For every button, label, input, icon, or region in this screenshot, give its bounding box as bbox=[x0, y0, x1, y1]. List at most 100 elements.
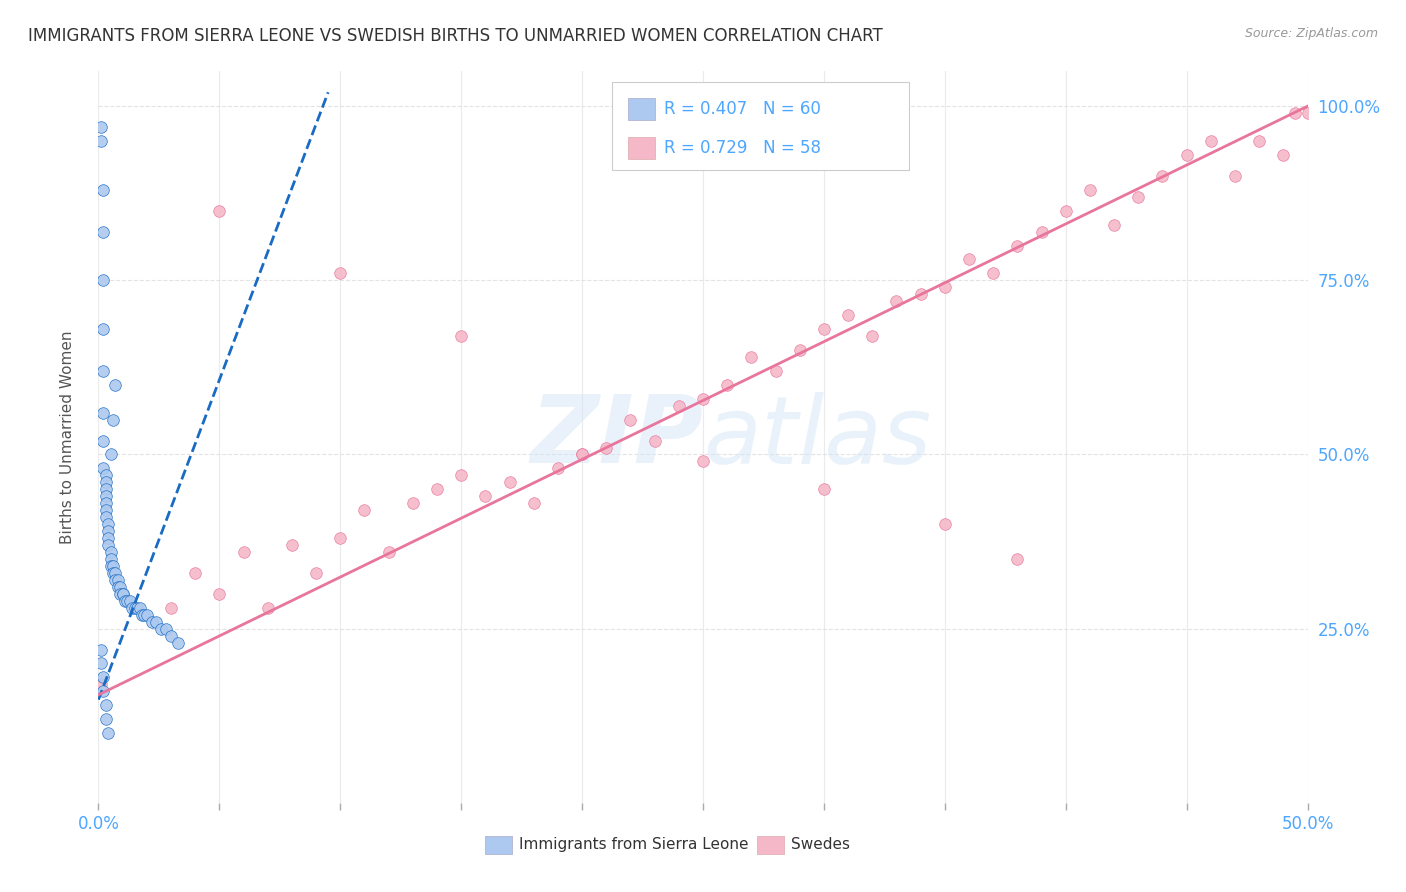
Point bbox=[1152, 169, 1174, 183]
Point bbox=[91, 670, 114, 684]
Point bbox=[107, 573, 129, 587]
Point bbox=[94, 698, 117, 713]
Point bbox=[208, 587, 231, 601]
Point bbox=[1223, 169, 1246, 183]
Point bbox=[104, 573, 127, 587]
FancyBboxPatch shape bbox=[613, 82, 908, 170]
Point bbox=[101, 558, 124, 573]
Point bbox=[716, 377, 738, 392]
Point bbox=[134, 607, 156, 622]
Point bbox=[1007, 238, 1029, 252]
Point bbox=[91, 364, 114, 378]
Point bbox=[498, 475, 520, 490]
Point bbox=[377, 545, 399, 559]
Text: Swedes: Swedes bbox=[792, 837, 851, 852]
Point bbox=[108, 580, 131, 594]
Point bbox=[91, 434, 114, 448]
Point bbox=[160, 629, 183, 643]
Point bbox=[131, 607, 153, 622]
Point bbox=[128, 600, 150, 615]
Point bbox=[111, 587, 134, 601]
Point bbox=[1175, 148, 1198, 162]
Point bbox=[94, 489, 117, 503]
Point bbox=[668, 399, 690, 413]
Point bbox=[1102, 218, 1125, 232]
Point bbox=[813, 322, 835, 336]
Point bbox=[97, 517, 120, 532]
Point bbox=[94, 712, 117, 726]
Point bbox=[305, 566, 328, 580]
Point bbox=[91, 183, 114, 197]
Point bbox=[97, 726, 120, 740]
Point bbox=[90, 657, 112, 671]
Point bbox=[1199, 134, 1222, 148]
Point bbox=[571, 448, 593, 462]
Point bbox=[150, 622, 173, 636]
Point bbox=[100, 545, 122, 559]
Point bbox=[91, 406, 114, 420]
Point bbox=[595, 441, 617, 455]
Point bbox=[155, 622, 177, 636]
Point bbox=[450, 468, 472, 483]
Point bbox=[94, 496, 117, 510]
Point bbox=[111, 587, 134, 601]
Point bbox=[104, 377, 127, 392]
Point bbox=[101, 412, 124, 426]
Point bbox=[94, 468, 117, 483]
Text: Immigrants from Sierra Leone: Immigrants from Sierra Leone bbox=[519, 837, 749, 852]
Point bbox=[1031, 225, 1053, 239]
Point bbox=[740, 350, 762, 364]
Bar bbox=[628, 137, 655, 159]
Point bbox=[692, 454, 714, 468]
Point bbox=[127, 600, 149, 615]
Point bbox=[91, 273, 114, 287]
Point bbox=[184, 566, 207, 580]
Point bbox=[1054, 203, 1077, 218]
Point bbox=[813, 483, 835, 497]
Point bbox=[644, 434, 666, 448]
Point bbox=[353, 503, 375, 517]
Point bbox=[121, 600, 143, 615]
Point bbox=[1284, 106, 1306, 120]
Point bbox=[910, 287, 932, 301]
Point bbox=[135, 607, 157, 622]
Point bbox=[232, 545, 254, 559]
Point bbox=[957, 252, 980, 267]
Point bbox=[167, 635, 190, 649]
Point bbox=[789, 343, 811, 357]
Point bbox=[97, 524, 120, 538]
Point bbox=[91, 461, 114, 475]
Point bbox=[426, 483, 449, 497]
Point bbox=[837, 308, 859, 322]
Point bbox=[97, 531, 120, 545]
Text: atlas: atlas bbox=[703, 392, 931, 483]
Point bbox=[141, 615, 163, 629]
Point bbox=[934, 280, 956, 294]
Point bbox=[547, 461, 569, 475]
Point bbox=[91, 225, 114, 239]
Text: IMMIGRANTS FROM SIERRA LEONE VS SWEDISH BIRTHS TO UNMARRIED WOMEN CORRELATION CH: IMMIGRANTS FROM SIERRA LEONE VS SWEDISH … bbox=[28, 27, 883, 45]
Bar bbox=[758, 836, 785, 854]
Point bbox=[101, 566, 124, 580]
Point bbox=[692, 392, 714, 406]
Point bbox=[402, 496, 425, 510]
Point bbox=[118, 594, 141, 608]
Point bbox=[90, 120, 112, 134]
Point bbox=[450, 329, 472, 343]
Text: R = 0.729   N = 58: R = 0.729 N = 58 bbox=[664, 139, 821, 157]
Bar bbox=[485, 836, 512, 854]
Point bbox=[90, 134, 112, 148]
Point bbox=[94, 510, 117, 524]
Point bbox=[208, 203, 231, 218]
Point bbox=[104, 566, 127, 580]
Point bbox=[256, 600, 278, 615]
Point bbox=[619, 412, 641, 426]
Point bbox=[1007, 552, 1029, 566]
Point bbox=[90, 677, 112, 691]
Point bbox=[100, 552, 122, 566]
Y-axis label: Births to Unmarried Women: Births to Unmarried Women bbox=[60, 330, 75, 544]
Point bbox=[474, 489, 496, 503]
Point bbox=[1272, 148, 1295, 162]
Point bbox=[571, 448, 593, 462]
Point bbox=[329, 531, 352, 545]
